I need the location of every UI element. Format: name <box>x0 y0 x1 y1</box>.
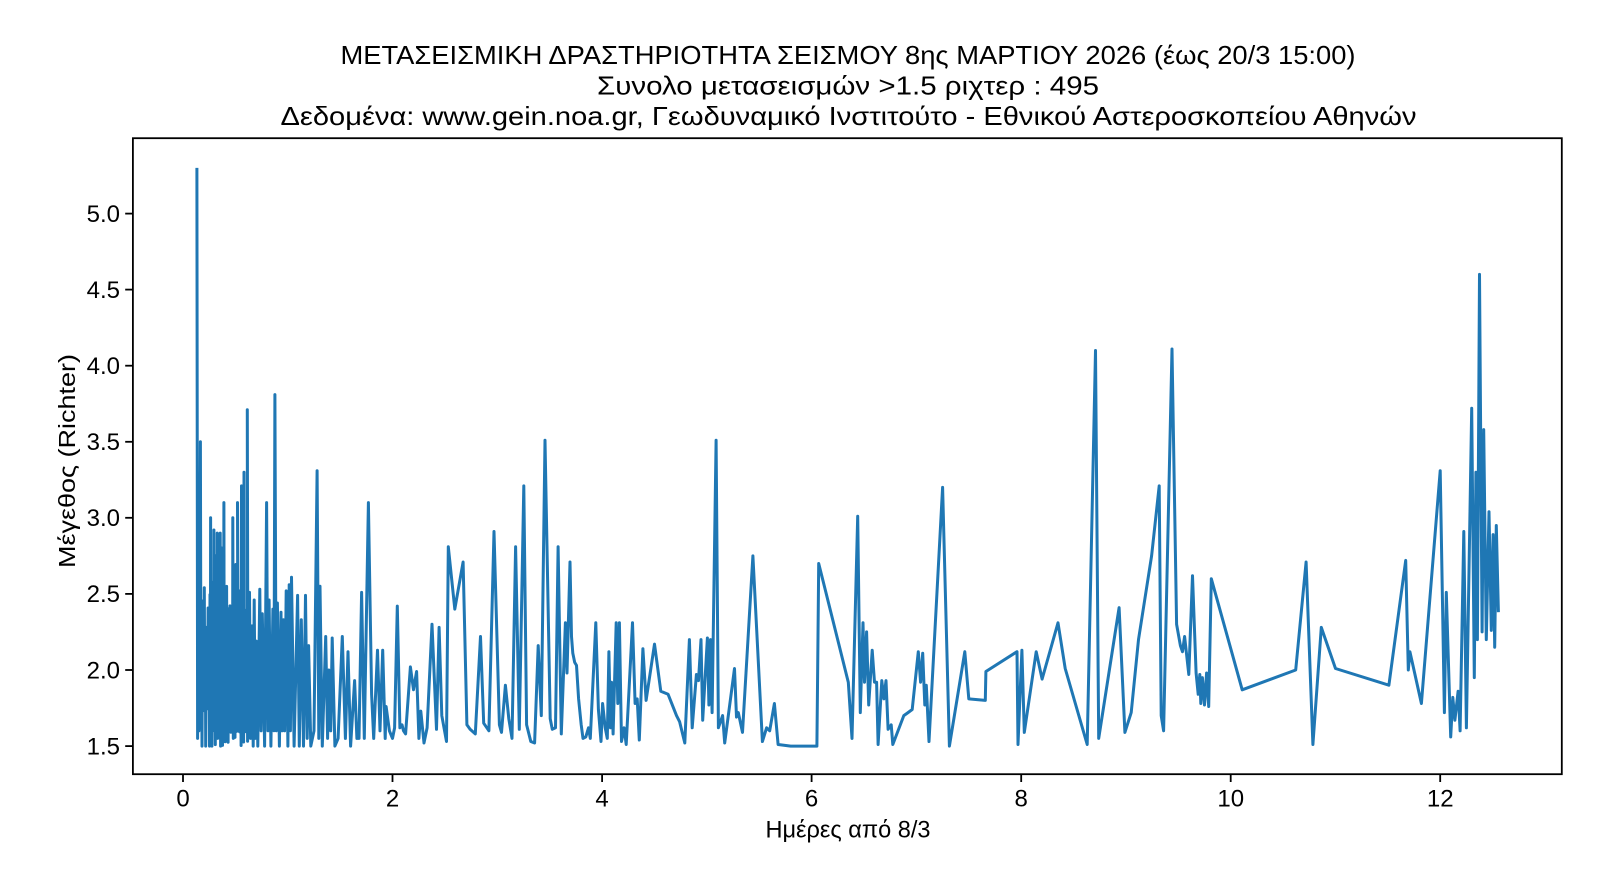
svg-text:4.5: 4.5 <box>87 277 120 304</box>
svg-text:5.0: 5.0 <box>87 201 120 228</box>
svg-text:2: 2 <box>386 786 399 813</box>
svg-text:8: 8 <box>1015 786 1028 813</box>
svg-text:Δεδομένα: www.gein.noa.gr, Γεω: Δεδομένα: www.gein.noa.gr, Γεωδυναμικό Ι… <box>281 101 1417 131</box>
svg-text:4.0: 4.0 <box>87 353 120 380</box>
svg-text:Ημέρες από 8/3: Ημέρες από 8/3 <box>766 817 931 844</box>
svg-text:1.5: 1.5 <box>87 733 120 760</box>
svg-text:0: 0 <box>176 786 189 813</box>
svg-text:Συνολο μετασεισμών >1.5 ριχτερ: Συνολο μετασεισμών >1.5 ριχτερ : 495 <box>597 71 1099 101</box>
svg-text:6: 6 <box>805 786 818 813</box>
svg-text:10: 10 <box>1217 786 1244 813</box>
svg-text:12: 12 <box>1427 786 1454 813</box>
svg-text:ΜΕΤΑΣΕΙΣΜΙΚΗ ΔΡΑΣΤΗΡΙΟΤΗΤΑ ΣΕΙ: ΜΕΤΑΣΕΙΣΜΙΚΗ ΔΡΑΣΤΗΡΙΟΤΗΤΑ ΣΕΙΣΜΟΥ 8ης Μ… <box>341 40 1356 70</box>
svg-text:2.5: 2.5 <box>87 581 120 608</box>
svg-text:2.0: 2.0 <box>87 657 120 684</box>
svg-text:4: 4 <box>595 786 608 813</box>
svg-text:3.5: 3.5 <box>87 429 120 456</box>
svg-text:3.0: 3.0 <box>87 505 120 532</box>
svg-text:Μέγεθος (Richter): Μέγεθος (Richter) <box>54 354 80 568</box>
